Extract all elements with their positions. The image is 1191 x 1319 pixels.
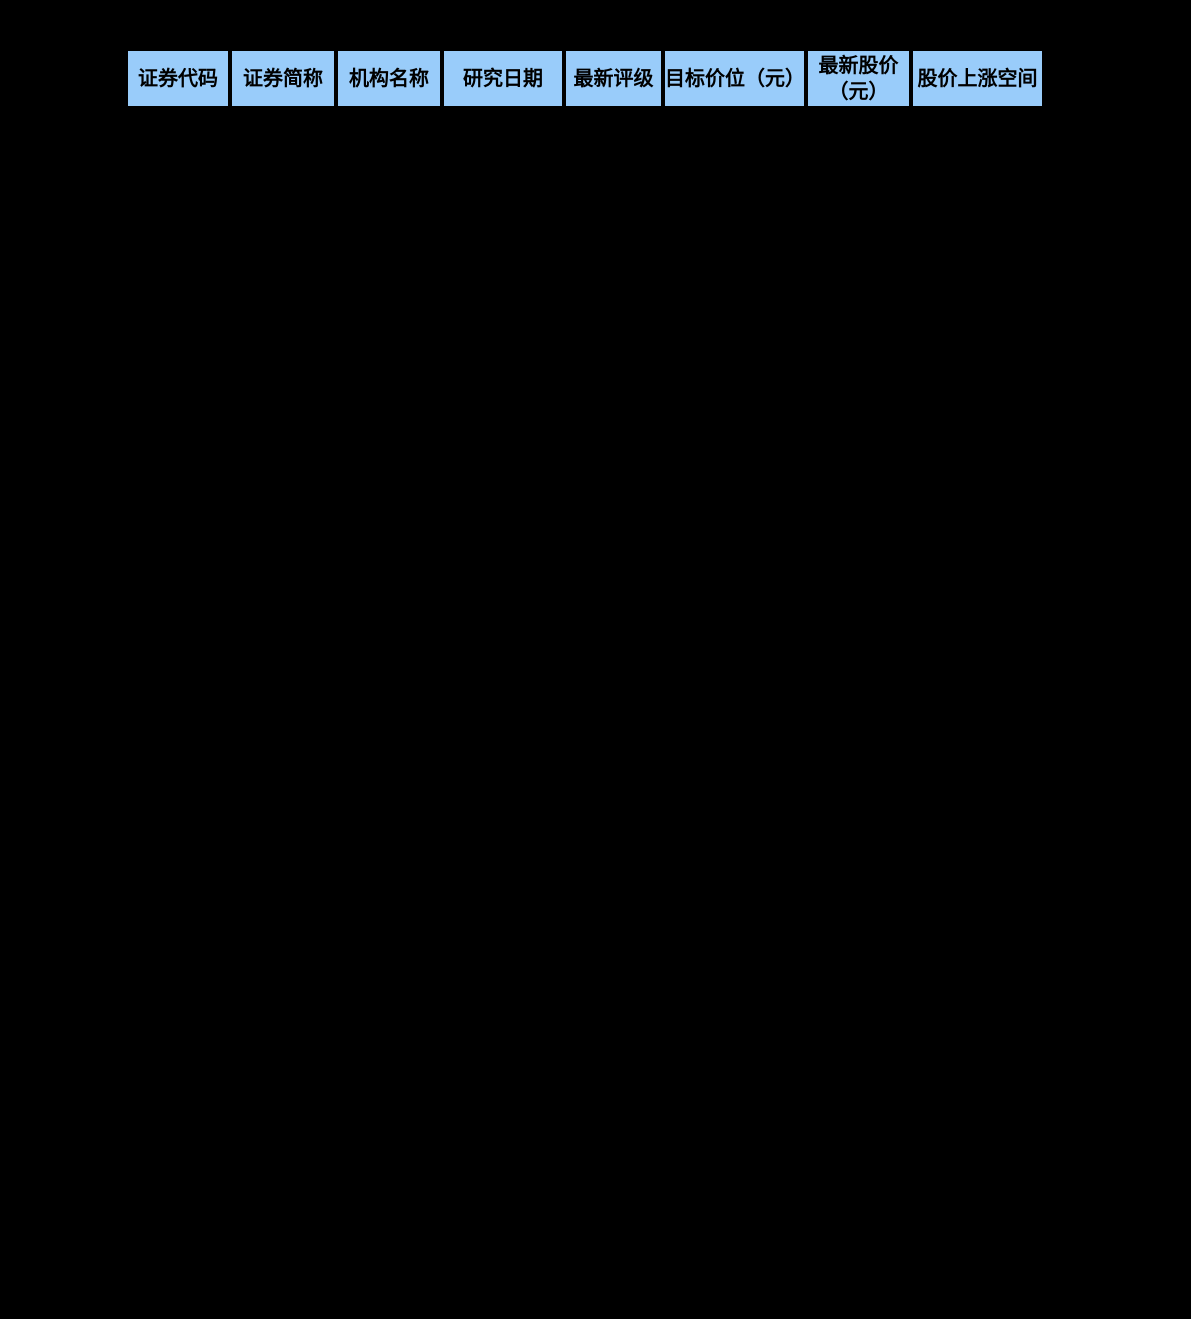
table-body-empty — [0, 110, 1191, 1319]
header-cell-institution-name: 机构名称 — [338, 51, 440, 106]
header-cell-research-date: 研究日期 — [444, 51, 562, 106]
header-cell-target-price: 目标价位（元） — [665, 51, 805, 106]
header-cell-security-name: 证券简称 — [232, 51, 334, 106]
ratings-table-header-row: 证券代码 证券简称 机构名称 研究日期 最新评级 目标价位（元） 最新股价 （元… — [124, 47, 1046, 110]
header-cell-security-code: 证券代码 — [128, 51, 228, 106]
header-cell-latest-rating: 最新评级 — [566, 51, 661, 106]
header-cell-price-upside: 股价上涨空间 — [913, 51, 1042, 106]
header-cell-latest-price: 最新股价 （元） — [808, 51, 909, 106]
